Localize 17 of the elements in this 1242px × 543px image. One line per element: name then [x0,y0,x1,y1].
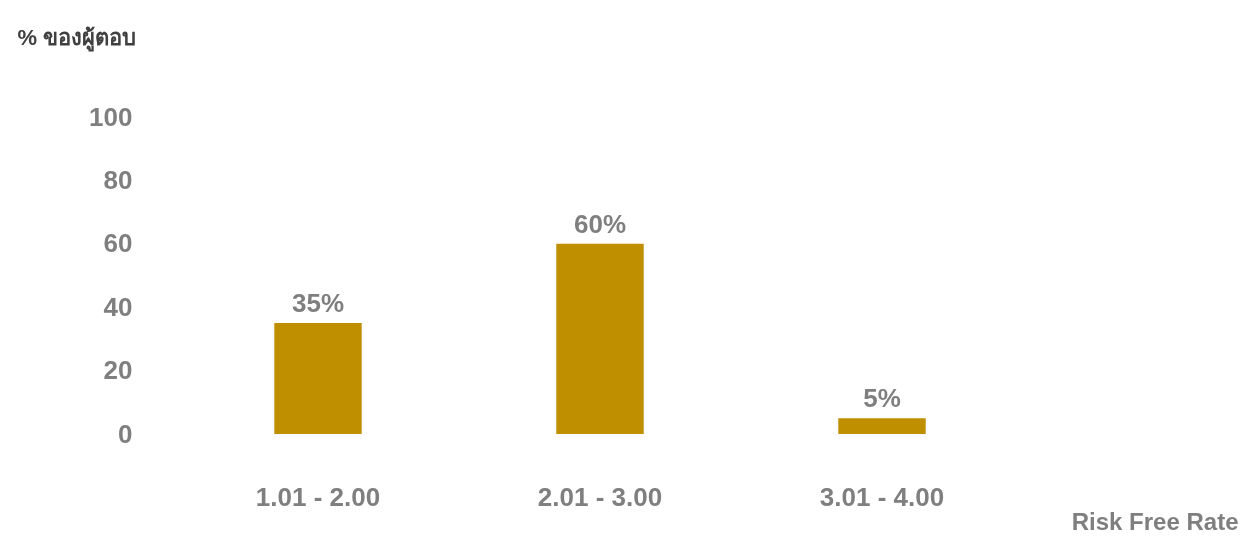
bar [838,418,926,434]
data-label: 35% [291,288,345,319]
y-tick-label: 20 [103,355,133,386]
y-tick-label: 40 [103,291,133,322]
y-tick-label: 60 [103,228,133,259]
x-axis-title: Risk Free Rate [1071,507,1239,535]
data-label: 60% [573,208,627,239]
x-tick-label: 2.01 - 3.00 [537,481,663,512]
y-tick-label: 100 [89,101,133,132]
x-tick-label: 3.01 - 4.00 [819,481,945,512]
y-tick-label: 0 [118,418,133,449]
y-axis-title: % ของผู้ตอบ [17,24,137,52]
x-tick-label: 1.01 - 2.00 [255,481,381,512]
data-label: 5% [863,383,901,414]
bar [556,243,644,434]
y-tick-label: 80 [103,164,133,195]
bar [274,323,362,434]
